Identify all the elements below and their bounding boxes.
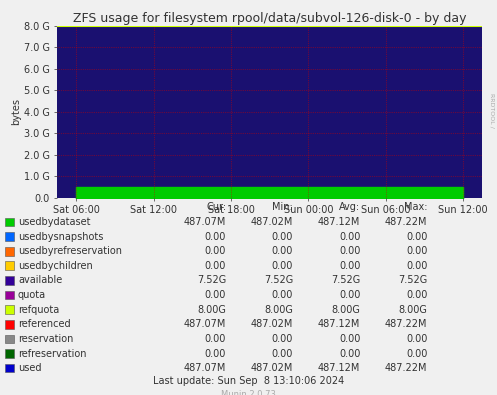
Text: 487.12M: 487.12M (318, 217, 360, 227)
Text: 487.12M: 487.12M (318, 363, 360, 373)
Text: 487.07M: 487.07M (184, 319, 226, 329)
Text: 0.00: 0.00 (272, 334, 293, 344)
Text: usedbyrefreservation: usedbyrefreservation (18, 246, 122, 256)
Text: refreservation: refreservation (18, 348, 86, 359)
Text: 0.00: 0.00 (272, 231, 293, 242)
Text: 8.00G: 8.00G (331, 305, 360, 315)
Text: 0.00: 0.00 (272, 246, 293, 256)
Text: used: used (18, 363, 41, 373)
Text: 0.00: 0.00 (272, 348, 293, 359)
Text: Last update: Sun Sep  8 13:10:06 2024: Last update: Sun Sep 8 13:10:06 2024 (153, 376, 344, 386)
Text: 7.52G: 7.52G (264, 275, 293, 286)
Text: Munin 2.0.73: Munin 2.0.73 (221, 390, 276, 395)
Text: RRDTOOL /: RRDTOOL / (490, 93, 495, 128)
Text: 487.22M: 487.22M (385, 319, 427, 329)
Text: 0.00: 0.00 (339, 231, 360, 242)
Text: 487.12M: 487.12M (318, 319, 360, 329)
Text: 8.00G: 8.00G (264, 305, 293, 315)
Text: 8.00G: 8.00G (197, 305, 226, 315)
Text: 0.00: 0.00 (205, 348, 226, 359)
Text: quota: quota (18, 290, 46, 300)
Text: available: available (18, 275, 62, 286)
Text: 0.00: 0.00 (339, 261, 360, 271)
Text: referenced: referenced (18, 319, 71, 329)
Text: 0.00: 0.00 (205, 246, 226, 256)
Y-axis label: bytes: bytes (11, 98, 21, 125)
Text: 0.00: 0.00 (205, 231, 226, 242)
Text: 0.00: 0.00 (406, 246, 427, 256)
Text: 0.00: 0.00 (339, 290, 360, 300)
Text: reservation: reservation (18, 334, 73, 344)
Text: 0.00: 0.00 (205, 334, 226, 344)
Text: 0.00: 0.00 (272, 261, 293, 271)
Text: 0.00: 0.00 (406, 290, 427, 300)
Text: 0.00: 0.00 (272, 290, 293, 300)
Text: 487.07M: 487.07M (184, 363, 226, 373)
Text: 487.22M: 487.22M (385, 363, 427, 373)
Text: 0.00: 0.00 (406, 348, 427, 359)
Text: Max:: Max: (404, 202, 427, 213)
Title: ZFS usage for filesystem rpool/data/subvol-126-disk-0 - by day: ZFS usage for filesystem rpool/data/subv… (73, 11, 466, 24)
Text: 487.02M: 487.02M (251, 319, 293, 329)
Text: 8.00G: 8.00G (399, 305, 427, 315)
Text: Min:: Min: (272, 202, 293, 213)
Text: 487.02M: 487.02M (251, 217, 293, 227)
Text: 7.52G: 7.52G (331, 275, 360, 286)
Text: 0.00: 0.00 (406, 261, 427, 271)
Text: 0.00: 0.00 (205, 261, 226, 271)
Text: Cur:: Cur: (206, 202, 226, 213)
Text: usedbydataset: usedbydataset (18, 217, 90, 227)
Text: 487.07M: 487.07M (184, 217, 226, 227)
Text: 0.00: 0.00 (406, 231, 427, 242)
Text: refquota: refquota (18, 305, 59, 315)
Text: usedbychildren: usedbychildren (18, 261, 92, 271)
Text: Avg:: Avg: (339, 202, 360, 213)
Text: 0.00: 0.00 (406, 334, 427, 344)
Text: 0.00: 0.00 (339, 348, 360, 359)
Text: 0.00: 0.00 (205, 290, 226, 300)
Text: 7.52G: 7.52G (398, 275, 427, 286)
Text: 0.00: 0.00 (339, 246, 360, 256)
Text: 0.00: 0.00 (339, 334, 360, 344)
Text: 487.22M: 487.22M (385, 217, 427, 227)
Text: usedbysnapshots: usedbysnapshots (18, 231, 103, 242)
Text: 7.52G: 7.52G (197, 275, 226, 286)
Text: 487.02M: 487.02M (251, 363, 293, 373)
